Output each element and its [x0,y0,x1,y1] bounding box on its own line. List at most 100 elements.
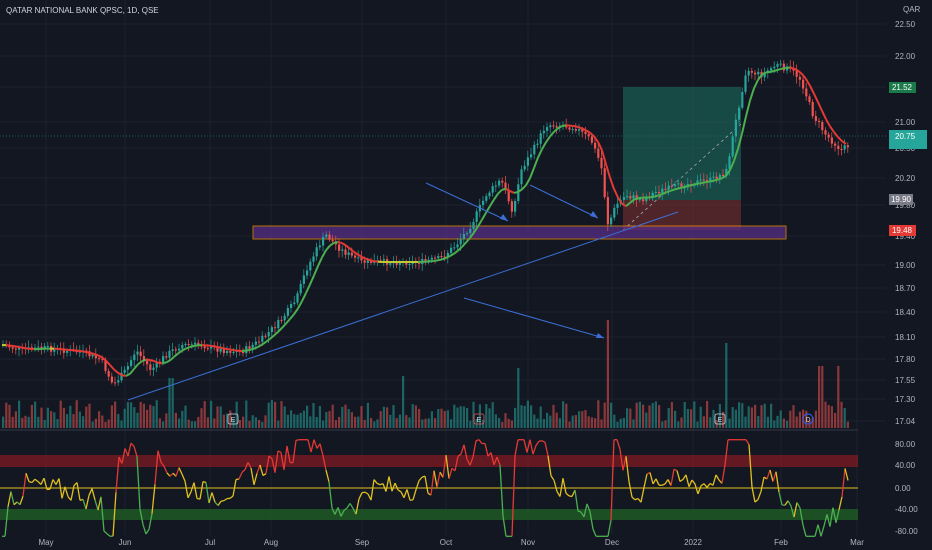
volume-bar [421,419,424,428]
volume-bar [46,407,49,428]
position-profit-zone[interactable] [623,87,741,200]
ma-segment [593,135,599,143]
oscillator-tick: 40.00 [895,461,916,470]
rsi-segment [211,492,216,503]
volume-bar [651,402,654,428]
rsi-segment [127,442,132,457]
candle-body [325,234,328,237]
time-tick: Feb [774,538,788,547]
ma-segment [605,163,611,178]
volume-bar [296,414,299,428]
candle-body [194,342,197,345]
candle-body [734,119,737,137]
rsi-segment [628,481,633,498]
ma-segment [745,100,751,117]
rsi-segment [49,479,54,490]
volume-bar [363,419,366,428]
volume-bar [155,400,158,428]
candle-body [571,129,574,131]
arrow-2-head [590,211,598,218]
candle-body [696,180,699,185]
support-zone[interactable] [252,225,787,240]
rsi-segment [265,455,270,474]
candle-body [683,187,686,189]
rsi-segment [31,478,36,483]
rsi-segment [655,478,660,486]
ma-segment [233,349,239,352]
candle-body [846,145,849,148]
volume-bar [130,402,133,428]
candle-body [485,196,488,201]
arrow-3[interactable] [463,297,605,339]
volume-bar [187,419,190,428]
price-tag-last-text: 20.75 [895,132,916,141]
ma-segment [681,185,687,189]
candle-body [360,257,363,261]
candle-body [677,183,680,185]
ma-segment [109,364,115,371]
ma-segment [521,184,527,191]
rsi-segment [295,439,300,441]
ma-segment [805,78,811,87]
rsi-segment [292,440,297,463]
candle-body [66,350,69,353]
rsi-segment [475,439,480,442]
volume-bar [578,411,581,428]
volume-bar [418,408,421,428]
candle-body [712,176,715,178]
ma-segment [841,140,847,145]
candle-body [338,244,341,251]
volume-bar [728,418,731,428]
rsi-segment [568,495,573,498]
arrow-2[interactable] [529,184,599,219]
candle-body [642,199,645,202]
volume-bar [741,403,744,428]
rsi-segment [619,449,624,471]
oscillator-tick: -40.00 [895,505,918,514]
rsi-segment [274,450,279,473]
volume-bar [494,414,497,428]
rsi-segment [28,481,33,484]
volume-bar [603,402,606,428]
rsi-segment [691,479,696,485]
ma-segment [169,356,175,362]
rsi-segment [88,488,93,496]
candle-body [398,263,401,265]
candle-body [242,351,245,354]
candle-body [98,358,101,360]
ma-segment [213,345,219,349]
volume-bar [661,421,664,428]
volume-bar [229,410,232,428]
candle-body [549,125,552,128]
rsi-segment [328,481,333,509]
ma-segment [825,118,831,127]
volume-bar [437,409,440,428]
volume-bar [424,418,427,428]
rsi-segment [286,445,291,463]
ma-segment [577,126,583,130]
trendline-support[interactable] [127,211,679,401]
candle-body [382,259,385,261]
ma-segment [297,300,303,309]
volume-bar [459,406,462,428]
candle-body [539,133,542,144]
volume-bar [158,418,161,428]
ma-segment [729,160,735,171]
candle-body [322,236,325,246]
candle-body [827,134,830,138]
arrow-1[interactable] [425,182,509,222]
rsi-segment [673,468,678,472]
candle-body [37,346,40,348]
volume-bar [290,410,293,428]
ma-segment [625,202,631,207]
volume-bar [411,404,414,428]
volume-bar [450,419,453,428]
volume-bar [747,406,750,428]
candle-body [110,376,113,383]
volume-bar [126,402,129,428]
rsi-segment [616,439,621,450]
ma-segment [637,196,643,200]
price-tick: 19.40 [895,232,916,241]
candle-body [795,70,798,77]
